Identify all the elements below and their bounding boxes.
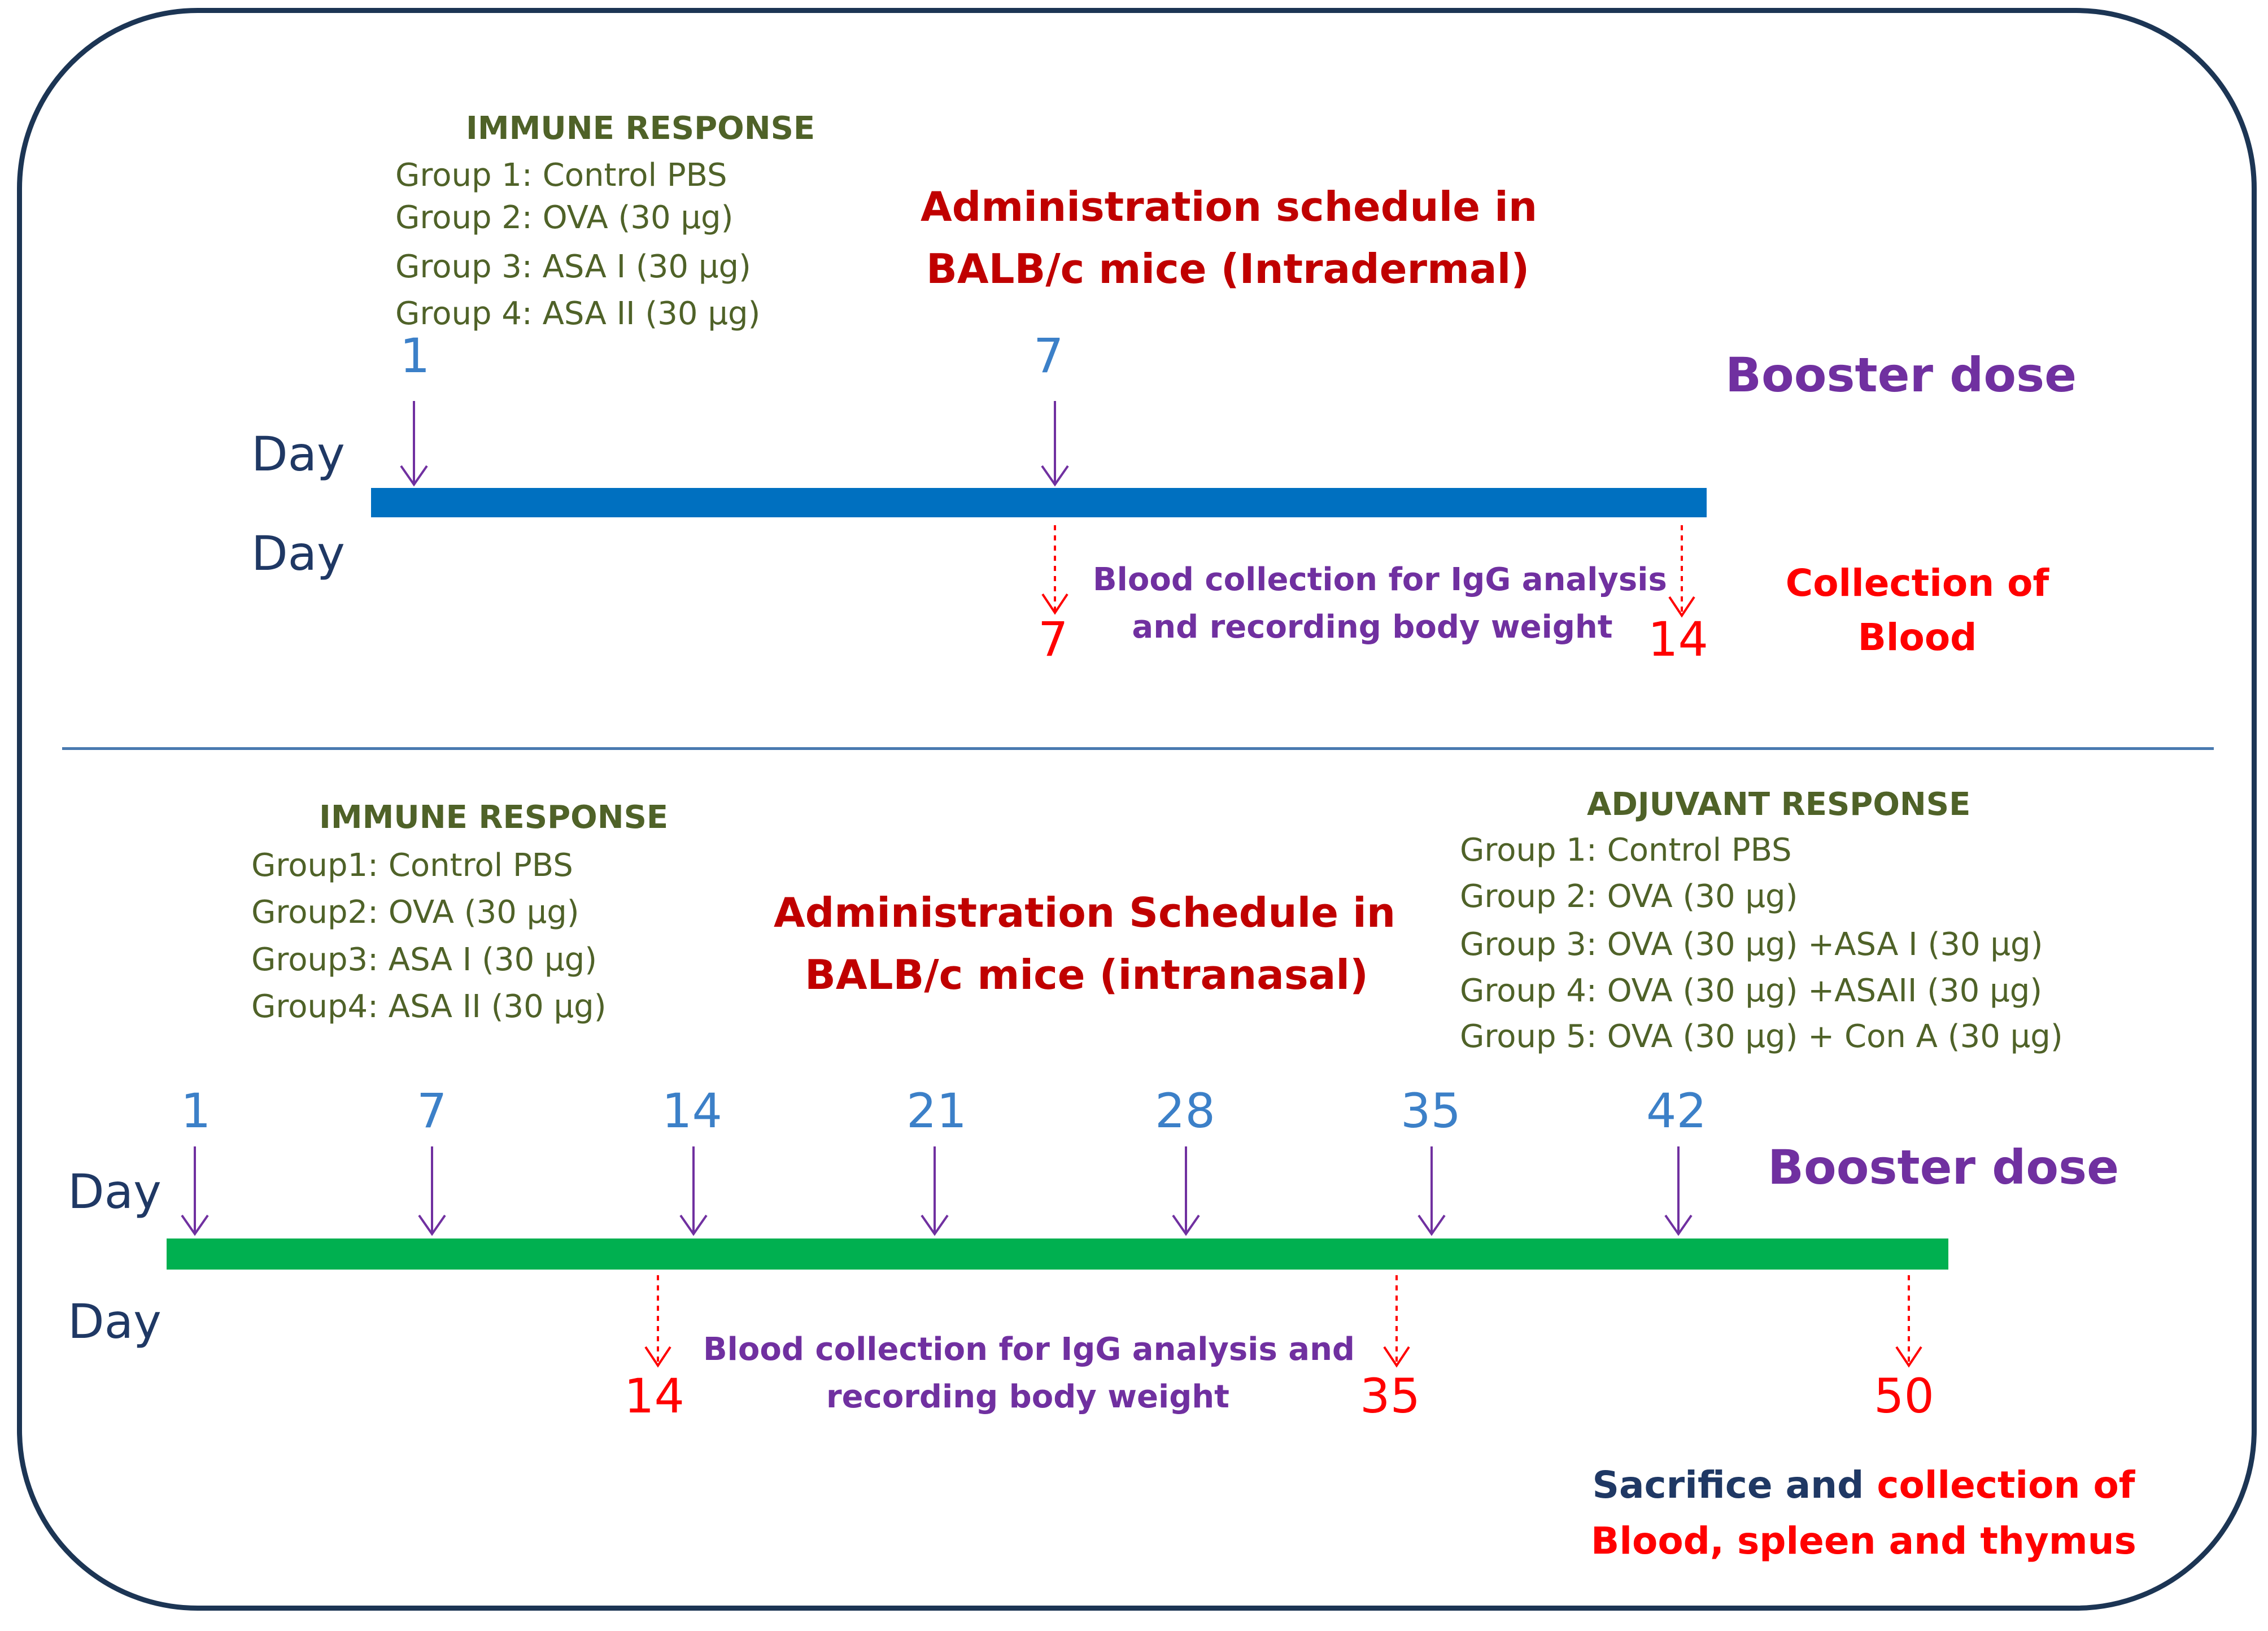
immune-response-header: IMMUNE RESPONSE — [466, 110, 815, 147]
group-item: Group 1: Control PBS — [395, 157, 727, 194]
collection-day-tick: 14 — [624, 1368, 684, 1424]
day-label: Day — [251, 426, 345, 482]
blood-note-line: Blood collection for IgG analysis and — [703, 1331, 1355, 1368]
booster-arrow — [418, 1146, 446, 1236]
group-item: Group2: OVA (30 μg) — [251, 894, 579, 931]
immune-response-header: IMMUNE RESPONSE — [319, 799, 669, 836]
collection-day-tick: 50 — [1874, 1368, 1934, 1424]
group-item: Group 1: Control PBS — [1460, 832, 1792, 869]
blood-collection-note: Blood collection for IgG analysis and re… — [1093, 556, 1667, 651]
booster-day-tick: 1 — [400, 328, 430, 383]
blood-note-line: and recording body weight — [1132, 609, 1613, 646]
sacrifice-text: Sacrifice and — [1592, 1463, 1864, 1507]
collection-text: collection of — [1877, 1463, 2135, 1507]
group-item: Group 5: OVA (30 μg) + Con A (30 μg) — [1460, 1018, 2063, 1055]
booster-arrow — [1172, 1146, 1200, 1236]
booster-day-tick: 7 — [1033, 328, 1064, 383]
group-item: Group 2: OVA (30 μg) — [1460, 878, 1798, 915]
booster-arrow — [921, 1146, 949, 1236]
booster-day-tick: 14 — [662, 1083, 722, 1139]
sacrifice-note: Sacrifice and collection of Blood, splee… — [1570, 1457, 2157, 1569]
schedule-title-line2: BALB/c mice (intranasal) — [805, 951, 1368, 998]
booster-arrow — [1041, 401, 1069, 487]
collection-arrow — [1668, 525, 1695, 618]
collection-day-tick: 7 — [1038, 612, 1068, 667]
collection-arrow — [1383, 1275, 1410, 1368]
sacrifice-line: Blood, spleen and thymus — [1591, 1519, 2136, 1563]
collection-arrow — [644, 1275, 671, 1368]
collection-line: Collection of — [1785, 561, 2049, 605]
adjuvant-response-header: ADJUVANT RESPONSE — [1587, 786, 1971, 823]
rounded-frame — [17, 8, 2257, 1611]
collection-of-blood-label: Collection of Blood — [1779, 556, 2056, 664]
booster-arrow — [679, 1146, 708, 1236]
collection-day-tick: 35 — [1360, 1368, 1420, 1424]
day-label: Day — [68, 1164, 162, 1219]
blood-note-line: Blood collection for IgG analysis — [1093, 561, 1667, 598]
group-item: Group3: ASA I (30 μg) — [251, 941, 597, 978]
booster-arrow — [1418, 1146, 1446, 1236]
booster-dose-label: Booster dose — [1768, 1140, 2119, 1195]
blood-collection-note: Blood collection for IgG analysis and re… — [703, 1326, 1355, 1421]
sacrifice-line: Sacrifice and collection of — [1570, 1457, 2157, 1513]
booster-arrow — [400, 401, 428, 487]
group-item: Group 3: ASA I (30 μg) — [395, 248, 751, 285]
group-item: Group 4: ASA II (30 μg) — [395, 295, 761, 332]
booster-arrow — [181, 1146, 209, 1236]
booster-dose-label: Booster dose — [1725, 347, 2077, 403]
schedule-title-line2: BALB/c mice (Intradermal) — [926, 245, 1530, 293]
collection-arrow — [1041, 525, 1068, 615]
collection-arrow — [1895, 1275, 1922, 1368]
booster-day-tick: 42 — [1646, 1083, 1707, 1139]
collection-line: Blood — [1857, 615, 1977, 659]
booster-day-tick: 35 — [1401, 1083, 1461, 1139]
booster-arrow — [1664, 1146, 1693, 1236]
group-item: Group1: Control PBS — [251, 847, 573, 884]
schedule-title-line1: Administration schedule in — [921, 183, 1538, 230]
blood-note-line: recording body weight — [826, 1379, 1229, 1415]
group-item: Group 2: OVA (30 μg) — [395, 199, 734, 236]
timeline-bar-bottom — [167, 1238, 1948, 1270]
booster-day-tick: 28 — [1155, 1083, 1215, 1139]
booster-day-tick: 1 — [181, 1083, 211, 1139]
timeline-bar-top — [371, 488, 1707, 517]
booster-day-tick: 21 — [906, 1083, 967, 1139]
day-label: Day — [68, 1294, 162, 1349]
schedule-title-line1: Administration Schedule in — [774, 889, 1396, 936]
group-item: Group 4: OVA (30 μg) +ASAII (30 μg) — [1460, 973, 2043, 1009]
group-item: Group4: ASA II (30 μg) — [251, 988, 607, 1025]
booster-day-tick: 7 — [417, 1083, 447, 1139]
section-divider — [62, 747, 2214, 750]
group-item: Group 3: OVA (30 μg) +ASA I (30 μg) — [1460, 926, 2043, 963]
day-label: Day — [251, 526, 345, 581]
collection-day-tick: 14 — [1648, 612, 1708, 667]
